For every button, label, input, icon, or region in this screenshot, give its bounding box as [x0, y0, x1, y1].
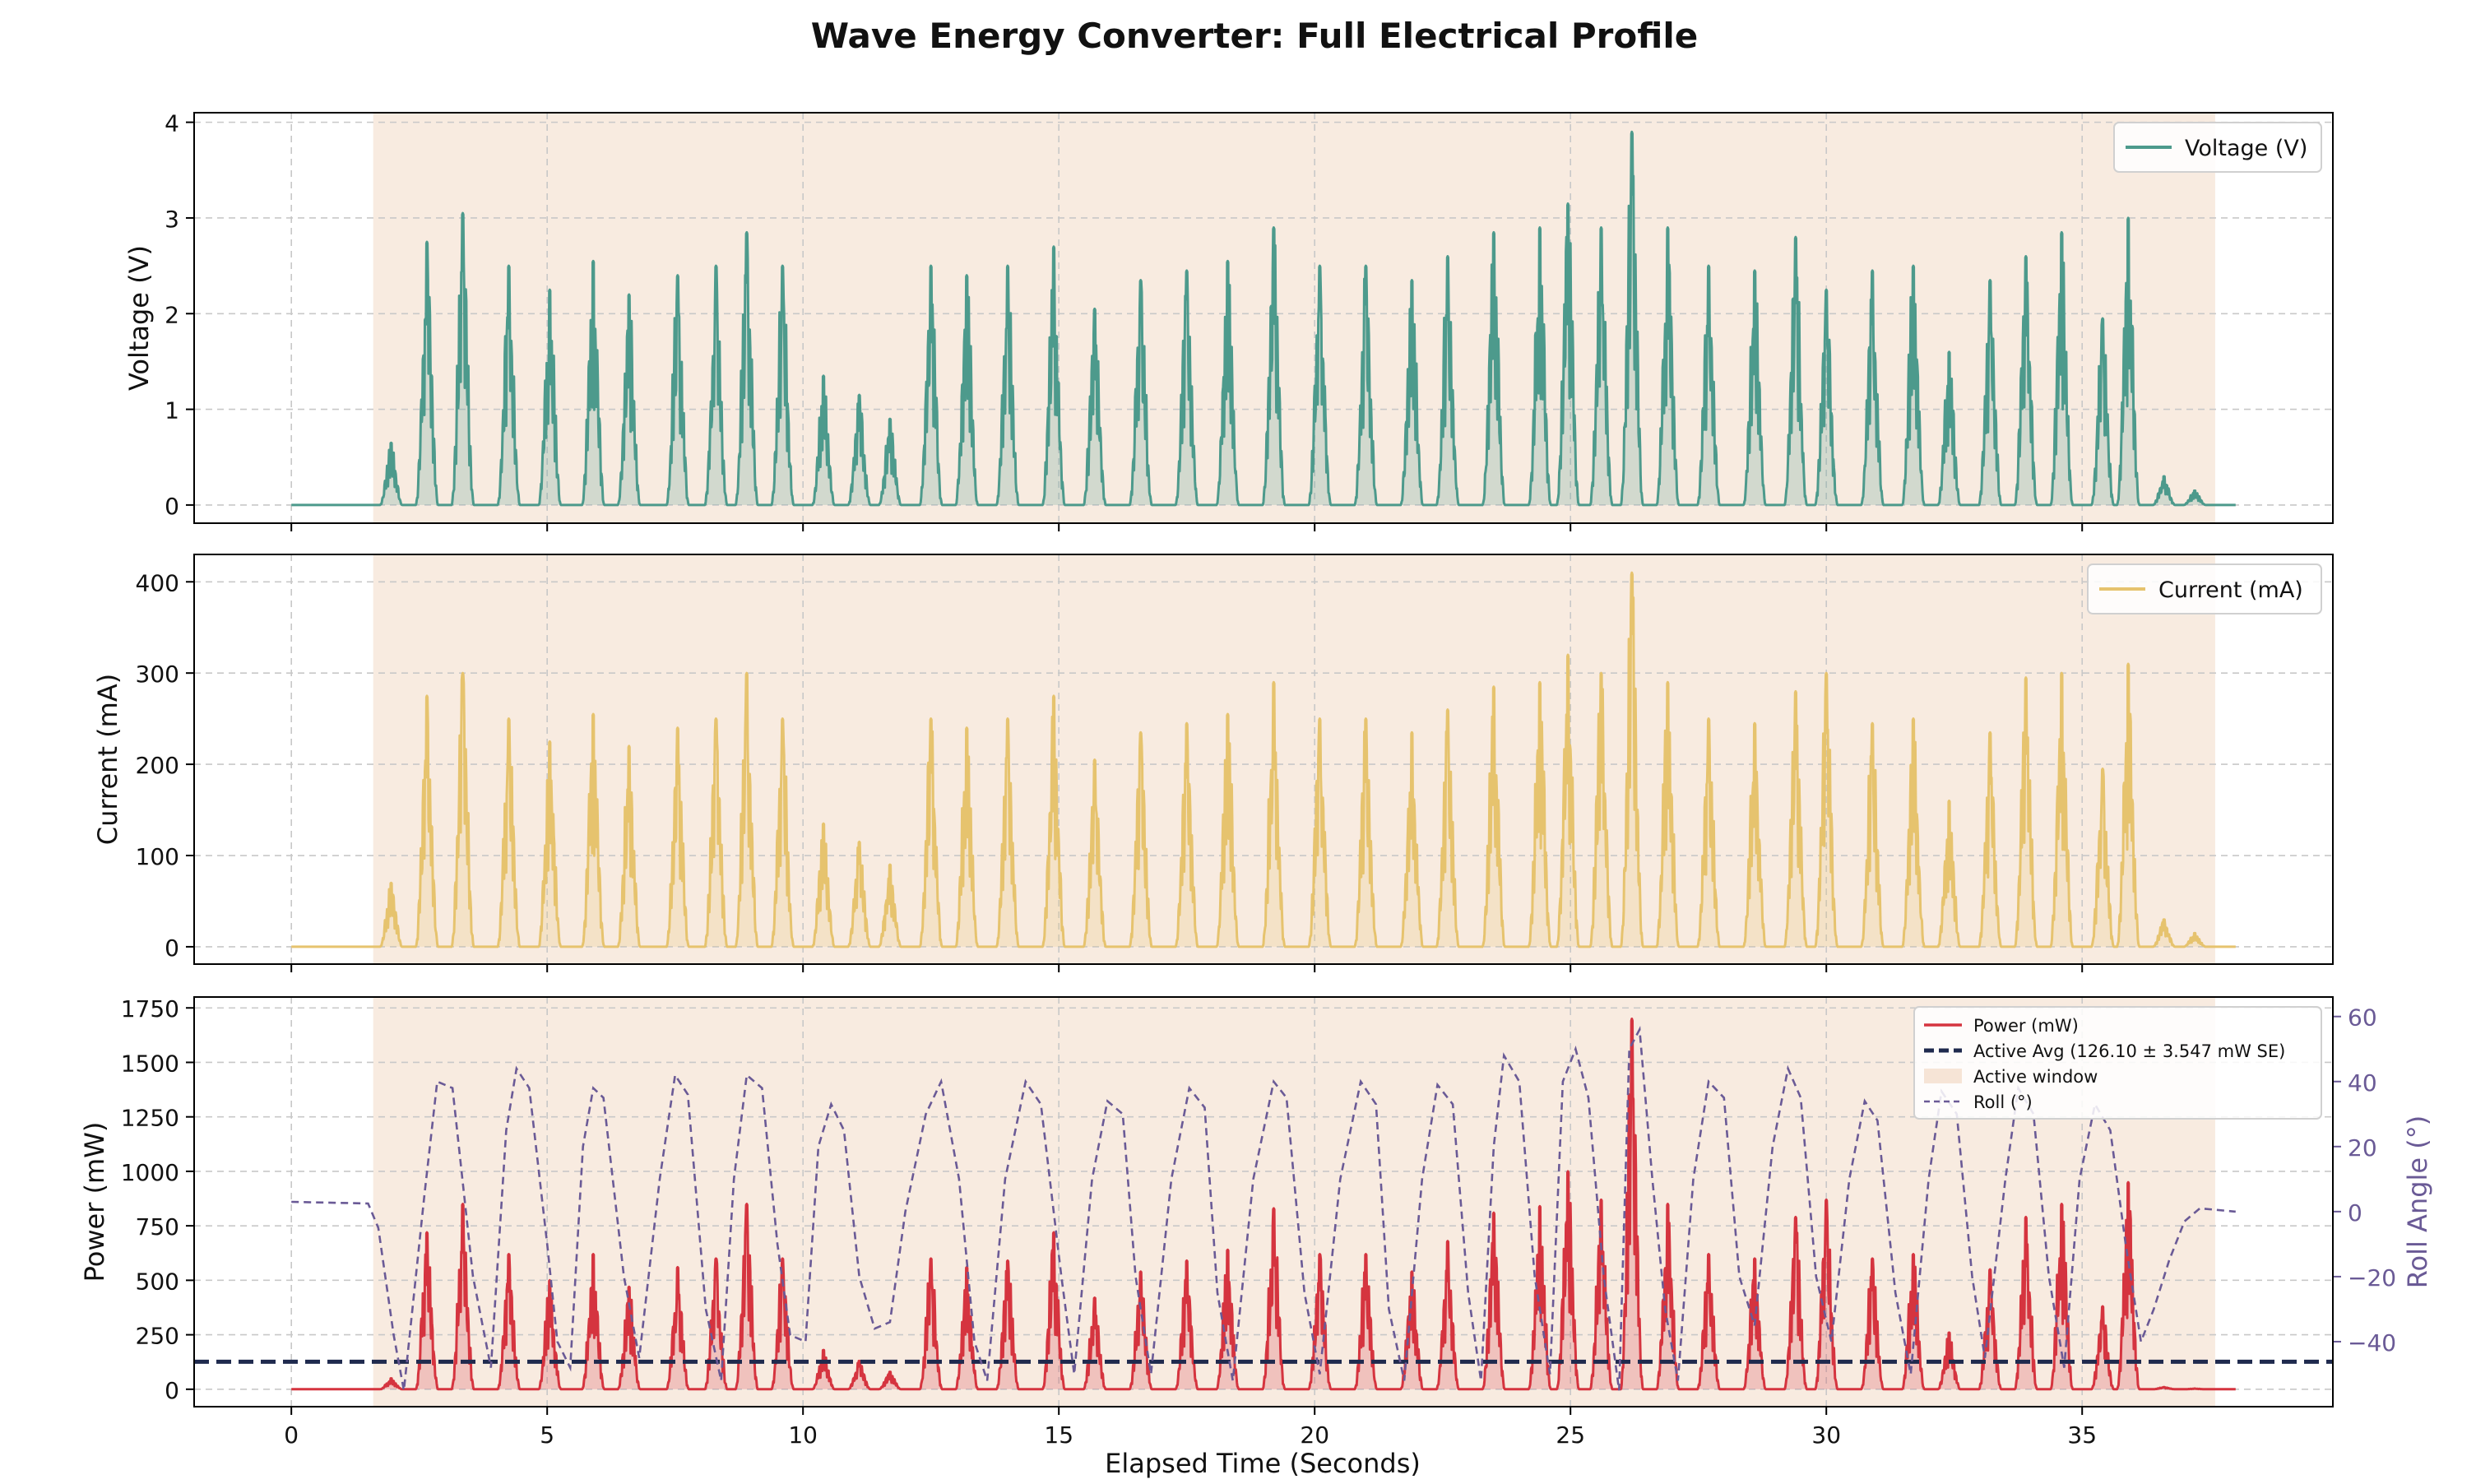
y-tick-label: 100 [136, 843, 179, 870]
series-line [290, 571, 2237, 948]
x-tick-label: 25 [1556, 1421, 1585, 1449]
x-tick-label: 30 [1811, 1421, 1841, 1449]
legend-label: Current (mA) [2158, 577, 2303, 603]
plot-frame [193, 112, 2334, 524]
y-axis-label: Power (mW) [79, 1122, 110, 1282]
legend-label: Power (mW) [1973, 1016, 2079, 1036]
x-tick-label: 10 [788, 1421, 818, 1449]
y-tick-label: 1750 [121, 995, 179, 1023]
legend-box [2113, 122, 2322, 173]
y-tick-label: 400 [136, 569, 179, 596]
legend: Voltage (V) [2113, 122, 2322, 173]
y2-tick-label: 0 [2348, 1199, 2362, 1227]
legend-box [2087, 563, 2322, 614]
x-tick-label: 35 [2067, 1421, 2097, 1449]
x-tick-label: 20 [1300, 1421, 1329, 1449]
legend: Power (mW) Active Avg (126.10 ± 3.547 mW … [1913, 1006, 2322, 1120]
y-tick-label: 0 [165, 1377, 179, 1404]
plot-frame [193, 996, 2334, 1407]
y2-tick-label: 60 [2348, 1004, 2377, 1032]
series-line [290, 130, 2237, 507]
legend-swatch [1924, 1069, 1962, 1083]
y-tick-label: 3 [165, 206, 179, 233]
y-tick-label: 300 [136, 661, 179, 688]
y-tick-label: 750 [136, 1213, 179, 1241]
y2-tick-label: 20 [2348, 1134, 2377, 1162]
legend-label: Voltage (V) [2185, 136, 2307, 161]
legend-label: Roll (°) [1973, 1092, 2033, 1112]
x-axis-label: Elapsed Time (Seconds) [1105, 1448, 1421, 1479]
x-tick-label: 15 [1044, 1421, 1073, 1449]
y-tick-label: 200 [136, 752, 179, 779]
y-tick-label: 0 [165, 934, 179, 962]
y-tick-label: 0 [165, 493, 179, 520]
legend: Current (mA) [2087, 563, 2322, 614]
y-axis-label: Voltage (V) [123, 245, 155, 391]
y-tick-label: 1 [165, 397, 179, 424]
x-tick-label: 0 [284, 1421, 299, 1449]
current-panel: 0 100 200 300 400 Current (mA) Current (mA) [92, 554, 2334, 972]
y-tick-label: 250 [136, 1323, 179, 1350]
y-tick-label: 500 [136, 1268, 179, 1295]
y-tick-label: 1250 [121, 1105, 179, 1132]
voltage-panel: 0 1 2 3 4 Voltage (V) Voltage (V) [123, 110, 2334, 531]
y-tick-label: 1000 [121, 1159, 179, 1186]
x-tick-label: 5 [540, 1421, 554, 1449]
legend-label: Active Avg (126.10 ± 3.547 mW SE) [1973, 1041, 2285, 1061]
active-window-band [373, 113, 2215, 523]
y2-tick-label: −40 [2348, 1329, 2396, 1356]
plot-frame [193, 554, 2334, 965]
y2-tick-label: −20 [2348, 1264, 2396, 1292]
y-tick-label: 4 [165, 110, 179, 137]
y-tick-label: 1500 [121, 1050, 179, 1077]
y2-axis-label: Roll Angle (°) [2402, 1115, 2433, 1289]
series-line [290, 1018, 2237, 1391]
active-window-band [373, 554, 2215, 964]
y-tick-label: 2 [165, 301, 179, 328]
legend-label: Active window [1973, 1067, 2098, 1087]
legend-box [1913, 1006, 2322, 1120]
y2-tick-label: 40 [2348, 1069, 2377, 1097]
chart-title: Wave Energy Converter: Full Electrical P… [811, 16, 1699, 56]
y-axis-label: Current (mA) [92, 674, 123, 845]
roll-line [291, 1025, 2236, 1391]
